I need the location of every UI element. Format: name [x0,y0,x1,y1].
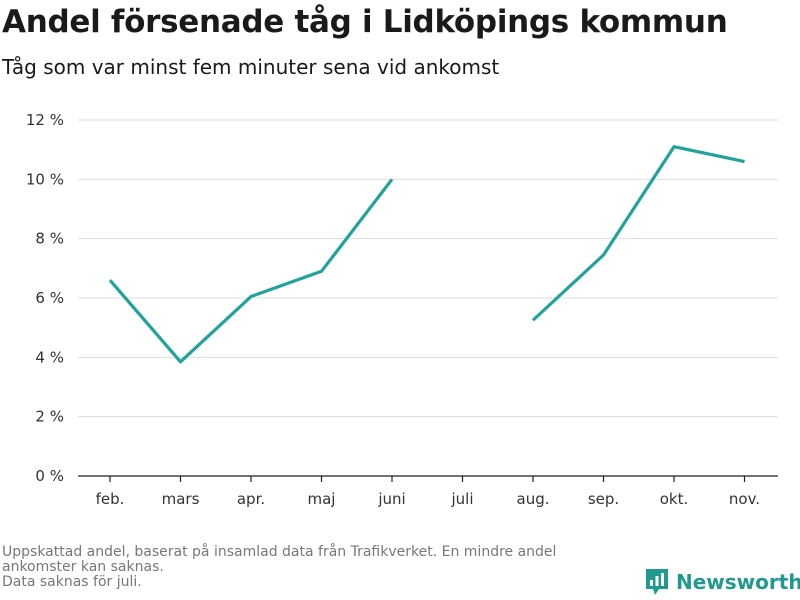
y-tick-label: 2 % [35,408,64,426]
newsworthy-logo-icon [646,569,668,595]
chart-title: Andel försenade tåg i Lidköpings kommun [2,4,728,40]
grid-lines [78,119,778,418]
footnote-line-1: Uppskattad andel, baserat på insamlad da… [2,544,557,560]
brand-name: Newsworthy [676,570,800,594]
chart-subtitle: Tåg som var minst fem minuter sena vid a… [2,55,500,79]
y-tick-label: 4 % [35,348,64,366]
footnote: Uppskattad andel, baserat på insamlad da… [2,545,642,590]
footnote-line-3: Data saknas för juli. [2,574,142,590]
series-lines [108,145,745,364]
x-tick-label: maj [308,490,336,508]
y-tick-label: 8 % [35,230,64,248]
x-tick-label: aug. [517,490,550,508]
y-axis-ticks: 0 % 2 % 4 % 6 % 8 % 10 % 12 % [26,111,64,485]
x-tick-label: feb. [96,490,125,508]
y-tick-label: 12 % [26,111,64,129]
x-tick-label: sep. [588,490,619,508]
line-chart: 0 % 2 % 4 % 6 % 8 % 10 % 12 % feb. mars apr. maj j… [26,111,778,508]
newsworthy-logo: Newsworthy [644,567,800,597]
series-line-segment [108,178,394,364]
x-tick-label: apr. [237,490,265,508]
x-tick-label: nov. [729,490,760,508]
series-line-segment [531,145,745,322]
x-tick-label: mars [162,490,200,508]
y-tick-label: 10 % [26,170,64,188]
x-tick-label: juli [450,490,473,508]
x-axis-ticks: feb. mars apr. maj juni juli aug. sep. okt. nov. [96,476,760,508]
y-tick-label: 0 % [35,467,64,485]
x-tick-label: juni [377,490,405,508]
x-tick-label: okt. [660,490,689,508]
y-tick-label: 6 % [35,289,64,307]
footnote-line-2: ankomster kan saknas. [2,559,164,575]
